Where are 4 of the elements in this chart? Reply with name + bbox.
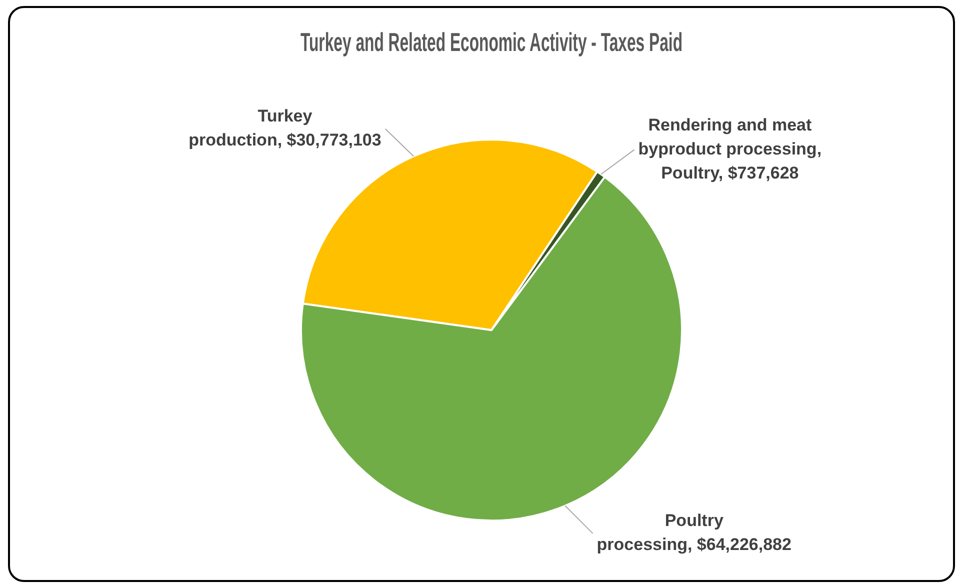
slice-label: Poultry processing, $64,226,882 — [596, 511, 792, 554]
slice-label: Rendering and meat byproduct processing, Poultry, $737,628 — [638, 115, 822, 182]
chart-title: Turkey and Related Economic Activity - Taxes Paid — [300, 28, 683, 57]
slice-label: Turkey production, $30,773,103 — [188, 106, 382, 150]
